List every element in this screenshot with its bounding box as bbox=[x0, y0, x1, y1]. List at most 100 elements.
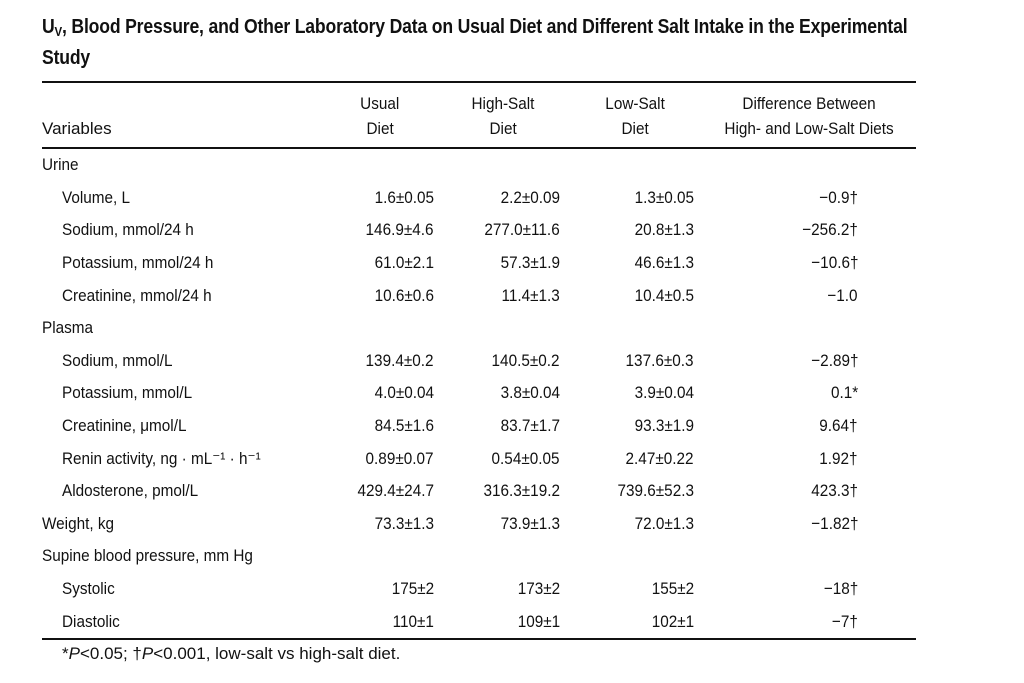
cell-low-salt bbox=[568, 148, 702, 182]
header-diff-line1: Difference Between bbox=[742, 94, 876, 113]
cell-low-salt-text: 739.6±52.3 bbox=[617, 481, 694, 501]
row-label-text: Aldosterone, pmol/L bbox=[62, 481, 199, 501]
cell-usual-diet: 110±1 bbox=[322, 605, 438, 640]
cell-low-salt-text: 10.4±0.5 bbox=[634, 285, 694, 305]
cell-high-salt: 57.3±1.9 bbox=[438, 247, 568, 280]
cell-difference-text: −18† bbox=[823, 579, 858, 599]
row-label: Supine blood pressure, mm Hg bbox=[42, 540, 322, 573]
row-label-text: Diastolic bbox=[62, 611, 120, 631]
cell-low-salt: 20.8±1.3 bbox=[568, 214, 702, 247]
cell-low-salt: 46.6±1.3 bbox=[568, 247, 702, 280]
cell-difference-text: 1.92† bbox=[819, 448, 858, 468]
cell-usual-diet bbox=[322, 312, 438, 345]
cell-difference bbox=[702, 148, 916, 182]
cell-usual-diet: 1.6±0.05 bbox=[322, 182, 438, 215]
footnote-p1: P bbox=[68, 643, 80, 663]
row-label-text: Potassium, mmol/L bbox=[62, 383, 193, 403]
header-high-line1: High-Salt bbox=[471, 94, 535, 113]
cell-high-salt: 140.5±0.2 bbox=[438, 345, 568, 378]
footnote-text1: <0.05; † bbox=[79, 643, 142, 663]
cell-usual-diet-text: 175±2 bbox=[391, 579, 434, 599]
cell-difference: −10.6† bbox=[702, 247, 916, 280]
document: UV, Blood Pressure, and Other Laboratory… bbox=[42, 14, 916, 664]
cell-usual-diet: 0.89±0.07 bbox=[322, 442, 438, 475]
row-label: Creatinine, mmol/24 h bbox=[42, 279, 322, 312]
cell-usual-diet: 146.9±4.6 bbox=[322, 214, 438, 247]
footnote-text2: <0.001, low-salt vs high-salt diet. bbox=[153, 643, 401, 663]
row-label: Plasma bbox=[42, 312, 322, 345]
row-label: Volume, L bbox=[42, 182, 322, 215]
cell-difference: −2.89† bbox=[702, 345, 916, 378]
cell-high-salt: 109±1 bbox=[438, 605, 568, 640]
cell-low-salt-text: 2.47±0.22 bbox=[626, 448, 694, 468]
footnote: *P<0.05; †P<0.001, low-salt vs high-salt… bbox=[42, 644, 916, 664]
cell-difference-text: 0.1* bbox=[830, 383, 858, 403]
cell-high-salt-text: 11.4±1.3 bbox=[501, 285, 560, 305]
section-row: Weight, kg 73.3±1.3 73.9±1.3 72.0±1.3 −1.82† bbox=[42, 508, 916, 541]
header-diff-line2: High- and Low-Salt Diets bbox=[724, 119, 894, 138]
row-label: Urine bbox=[42, 148, 322, 182]
section-row: Urine bbox=[42, 148, 916, 182]
table-title: UV, Blood Pressure, and Other Laboratory… bbox=[42, 14, 913, 71]
cell-high-salt: 277.0±11.6 bbox=[438, 214, 568, 247]
cell-difference: −7† bbox=[702, 605, 916, 640]
row-label-text: Volume, L bbox=[62, 187, 131, 207]
cell-high-salt: 73.9±1.3 bbox=[438, 508, 568, 541]
cell-usual-diet: 73.3±1.3 bbox=[322, 508, 438, 541]
cell-usual-diet: 139.4±0.2 bbox=[322, 345, 438, 378]
cell-low-salt: 10.4±0.5 bbox=[568, 279, 702, 312]
cell-high-salt: 173±2 bbox=[438, 573, 568, 606]
cell-high-salt-text: 3.8±0.04 bbox=[500, 383, 560, 403]
header-variables-label: Variables bbox=[42, 119, 112, 138]
cell-usual-diet: 61.0±2.1 bbox=[322, 247, 438, 280]
cell-usual-diet: 10.6±0.6 bbox=[322, 279, 438, 312]
cell-difference-text: 9.64† bbox=[819, 416, 858, 436]
cell-difference: −1.0 bbox=[702, 279, 916, 312]
title-subscript: V bbox=[54, 24, 63, 39]
table-row: Renin activity, ng · mL⁻¹ · h⁻¹ 0.89±0.07… bbox=[42, 442, 916, 475]
cell-low-salt-text: 102±1 bbox=[651, 611, 694, 631]
table-row: Diastolic 110±1 109±1 102±1 −7† bbox=[42, 605, 916, 640]
header-low-line2: Diet bbox=[621, 119, 649, 138]
cell-high-salt: 11.4±1.3 bbox=[438, 279, 568, 312]
cell-high-salt-text: 277.0±11.6 bbox=[484, 220, 560, 240]
cell-low-salt-text: 1.3±0.05 bbox=[634, 187, 694, 207]
cell-difference: 0.1* bbox=[702, 377, 916, 410]
cell-low-salt-text: 3.9±0.04 bbox=[634, 383, 694, 403]
row-label-text: Sodium, mmol/L bbox=[62, 350, 173, 370]
header-usual-diet: Usual Diet bbox=[322, 81, 438, 149]
cell-difference-text: −0.9† bbox=[819, 187, 858, 207]
cell-usual-diet: 84.5±1.6 bbox=[322, 410, 438, 443]
cell-usual-diet-text: 0.89±0.07 bbox=[366, 448, 434, 468]
cell-difference bbox=[702, 540, 916, 573]
cell-high-salt-text: 109±1 bbox=[517, 611, 560, 631]
cell-usual-diet: 4.0±0.04 bbox=[322, 377, 438, 410]
cell-difference: −1.82† bbox=[702, 508, 916, 541]
cell-difference: −18† bbox=[702, 573, 916, 606]
cell-high-salt-text: 173±2 bbox=[517, 579, 560, 599]
table-row: Sodium, mmol/24 h 146.9±4.6 277.0±11.6 20.8… bbox=[42, 214, 916, 247]
cell-low-salt bbox=[568, 312, 702, 345]
row-label: Creatinine, μmol/L bbox=[42, 410, 322, 443]
row-label: Aldosterone, pmol/L bbox=[42, 475, 322, 508]
footnote-star: * bbox=[62, 643, 69, 663]
row-label: Potassium, mmol/L bbox=[42, 377, 322, 410]
cell-difference bbox=[702, 312, 916, 345]
cell-low-salt: 155±2 bbox=[568, 573, 702, 606]
title-rest: , Blood Pressure, and Other Laboratory D… bbox=[42, 16, 908, 69]
cell-high-salt-text: 83.7±1.7 bbox=[500, 416, 560, 436]
cell-high-salt: 83.7±1.7 bbox=[438, 410, 568, 443]
cell-usual-diet-text: 10.6±0.6 bbox=[374, 285, 434, 305]
cell-difference-text: −1.0 bbox=[827, 285, 858, 305]
data-table: Variables Usual Diet High-Salt Diet Low-… bbox=[42, 81, 916, 640]
table-header: Variables Usual Diet High-Salt Diet Low-… bbox=[42, 81, 916, 149]
cell-usual-diet: 175±2 bbox=[322, 573, 438, 606]
row-label: Weight, kg bbox=[42, 508, 322, 541]
cell-low-salt: 72.0±1.3 bbox=[568, 508, 702, 541]
section-row: Plasma bbox=[42, 312, 916, 345]
header-usual-line1: Usual bbox=[360, 94, 400, 113]
cell-difference-text: 423.3† bbox=[811, 481, 858, 501]
table-body: Urine Volume, L 1.6±0.05 2.2±0.09 1.3±0.05 −0… bbox=[42, 148, 916, 640]
cell-difference: 423.3† bbox=[702, 475, 916, 508]
cell-high-salt: 3.8±0.04 bbox=[438, 377, 568, 410]
